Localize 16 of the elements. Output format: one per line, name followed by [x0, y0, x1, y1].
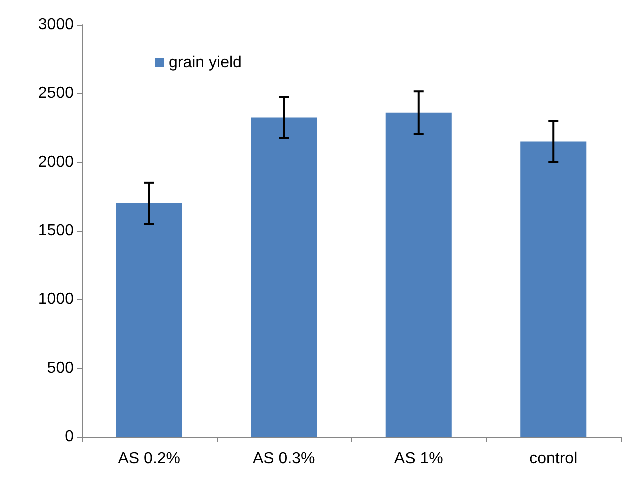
- y-tick-label: 3000: [38, 16, 74, 34]
- y-tick-label: 1500: [38, 222, 74, 240]
- bar: [116, 204, 182, 437]
- x-tick-label: AS 0.2%: [118, 450, 181, 468]
- y-tick-label: 500: [47, 360, 74, 377]
- bar: [251, 118, 318, 437]
- y-tick-label: 2000: [38, 154, 74, 171]
- y-tick-label: 1000: [38, 291, 74, 308]
- legend-label: grain yield: [169, 54, 242, 72]
- bar: [520, 142, 587, 437]
- y-tick-label: 0: [65, 428, 74, 446]
- x-tick-label: control: [530, 450, 578, 468]
- x-tick-label: AS 0.3%: [252, 450, 316, 468]
- x-tick-label: AS 1%: [394, 450, 444, 468]
- bar: [386, 112, 452, 437]
- y-tick-label: 2500: [38, 85, 74, 102]
